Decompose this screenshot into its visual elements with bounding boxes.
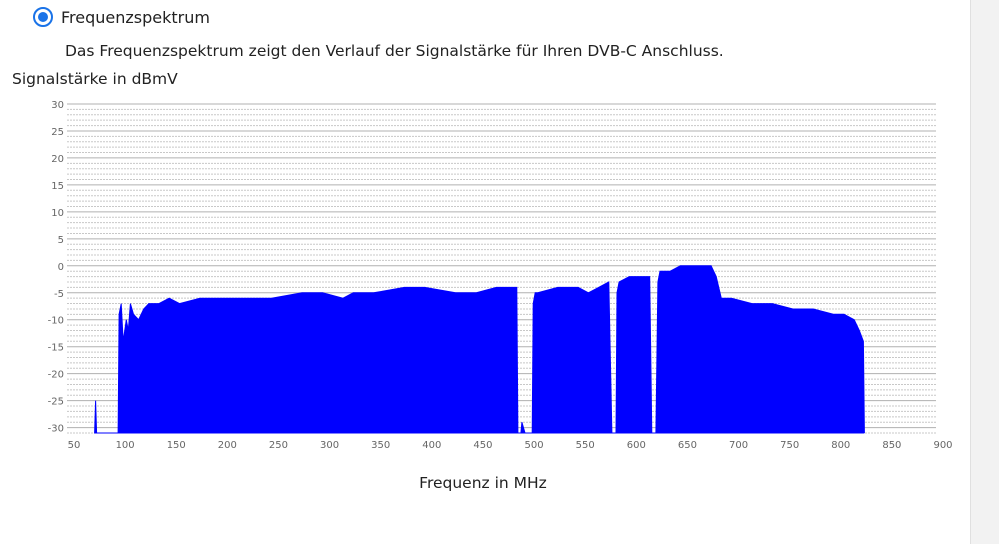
scrollbar-track[interactable] bbox=[970, 0, 999, 544]
y-tick-label: 20 bbox=[51, 154, 64, 165]
x-tick-label: 350 bbox=[371, 440, 390, 451]
y-tick-label: 10 bbox=[51, 208, 64, 219]
x-tick-label: 300 bbox=[320, 440, 339, 451]
y-tick-label: -15 bbox=[48, 343, 64, 354]
x-tick-label: 600 bbox=[627, 440, 646, 451]
radio-dot bbox=[38, 12, 48, 22]
y-tick-label: -20 bbox=[48, 370, 64, 381]
x-tick-label: 800 bbox=[831, 440, 850, 451]
y-tick-label: -25 bbox=[48, 397, 64, 408]
x-tick-label: 850 bbox=[882, 440, 901, 451]
y-tick-label: 25 bbox=[51, 127, 64, 138]
spectrum-description: Das Frequenzspektrum zeigt den Verlauf d… bbox=[65, 42, 724, 60]
x-tick-label: 250 bbox=[269, 440, 288, 451]
x-ticks: 50 100 150 200 250 300 350 400 450 500 550 600 650 70… bbox=[68, 440, 953, 451]
x-tick-label: 900 bbox=[933, 440, 952, 451]
option-label: Frequenzspektrum bbox=[61, 7, 210, 27]
x-tick-label: 750 bbox=[780, 440, 799, 451]
y-tick-label: -10 bbox=[48, 316, 64, 327]
x-tick-label: 200 bbox=[218, 440, 237, 451]
y-tick-label: 0 bbox=[58, 262, 64, 273]
x-tick-label: 500 bbox=[525, 440, 544, 451]
x-tick-label: 450 bbox=[473, 440, 492, 451]
x-tick-label: 650 bbox=[678, 440, 697, 451]
series-area-0 bbox=[94, 265, 865, 434]
x-axis-label: Frequenz in MHz bbox=[419, 474, 547, 492]
radio-selected-icon[interactable] bbox=[33, 7, 53, 27]
y-tick-label: 15 bbox=[51, 181, 64, 192]
x-tick-label: 700 bbox=[729, 440, 748, 451]
y-tick-label: 5 bbox=[58, 235, 64, 246]
x-tick-label: 150 bbox=[167, 440, 186, 451]
y-tick-label: 30 bbox=[51, 100, 64, 111]
frequenzspektrum-option[interactable]: Frequenzspektrum bbox=[33, 5, 210, 29]
x-tick-label: 50 bbox=[68, 440, 81, 451]
x-tick-label: 550 bbox=[576, 440, 595, 451]
y-tick-label: -5 bbox=[54, 289, 64, 300]
y-axis-label: Signalstärke in dBmV bbox=[12, 70, 178, 88]
y-tick-label: -30 bbox=[48, 424, 64, 435]
x-tick-label: 400 bbox=[422, 440, 441, 451]
x-tick-label: 100 bbox=[116, 440, 135, 451]
y-ticks: 30 25 20 15 10 5 0 -5 -10 -15 -20 -25 -30 bbox=[48, 100, 64, 435]
spectrum-area bbox=[94, 265, 865, 434]
